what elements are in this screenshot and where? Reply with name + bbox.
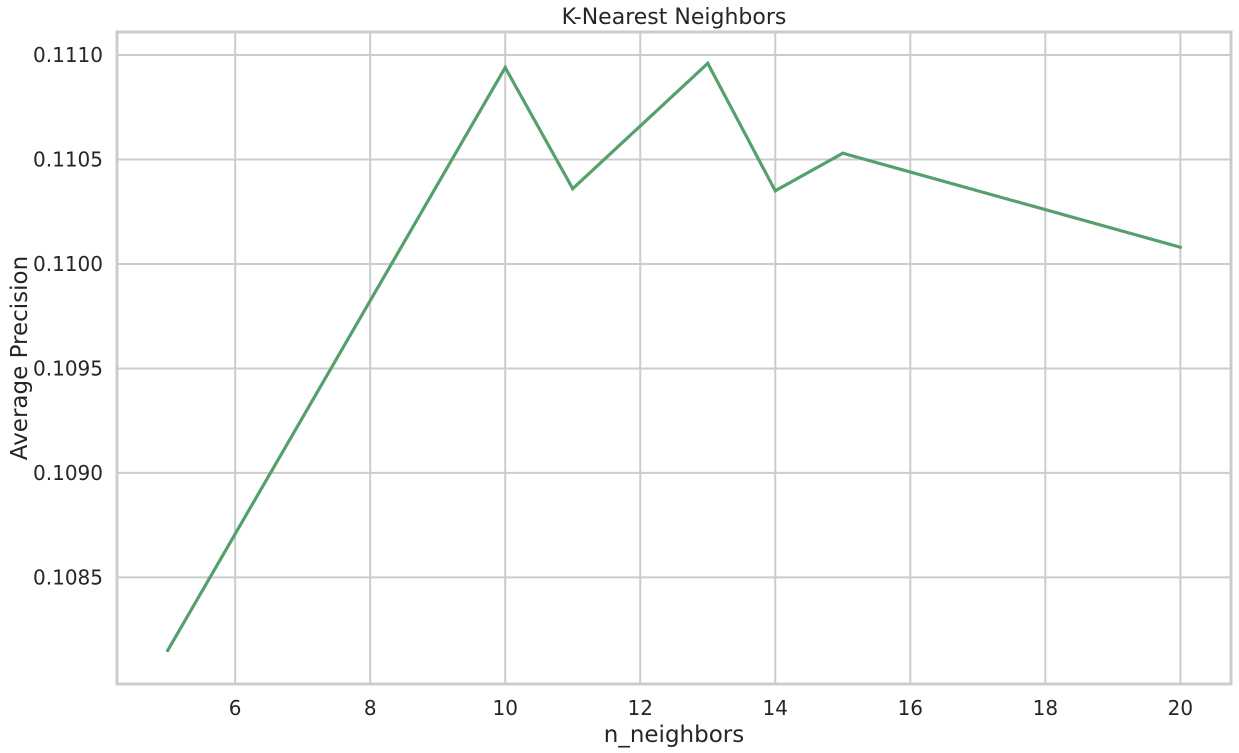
- data-point: [1178, 245, 1182, 249]
- data-point: [706, 61, 710, 65]
- series-layer: [166, 60, 1182, 653]
- y-tick-label: 0.1090: [33, 461, 103, 485]
- x-tick-label: 6: [229, 696, 242, 720]
- x-tick-label: 16: [898, 696, 923, 720]
- data-point: [503, 65, 507, 70]
- y-axis-label: Average Precision: [7, 256, 33, 460]
- x-tick-label: 10: [492, 696, 517, 720]
- x-tick-label: 14: [763, 696, 788, 720]
- plot-frame: [115, 30, 1233, 686]
- y-tick-label: 0.1105: [33, 147, 103, 171]
- x-tick-label: 18: [1033, 696, 1058, 720]
- data-point: [166, 648, 170, 653]
- y-tick-label: 0.1085: [33, 565, 103, 589]
- data-point: [841, 151, 845, 155]
- x-axis-label: n_neighbors: [604, 722, 744, 748]
- chart-title: K-Nearest Neighbors: [562, 5, 787, 30]
- data-point: [773, 189, 777, 193]
- x-tick-label: 8: [364, 696, 377, 720]
- data-point: [571, 187, 575, 191]
- x-tick-label: 12: [628, 696, 653, 720]
- y-tick-label: 0.1100: [33, 252, 103, 276]
- x-tick-label: 20: [1168, 696, 1193, 720]
- tick-labels: 6 8 10 12 14 16 18 20 0.1085 0.1090 0.1095 0.1100 0.…: [33, 43, 1193, 720]
- grid: [117, 32, 1231, 684]
- y-tick-label: 0.1110: [33, 43, 103, 67]
- y-tick-label: 0.1095: [33, 356, 103, 380]
